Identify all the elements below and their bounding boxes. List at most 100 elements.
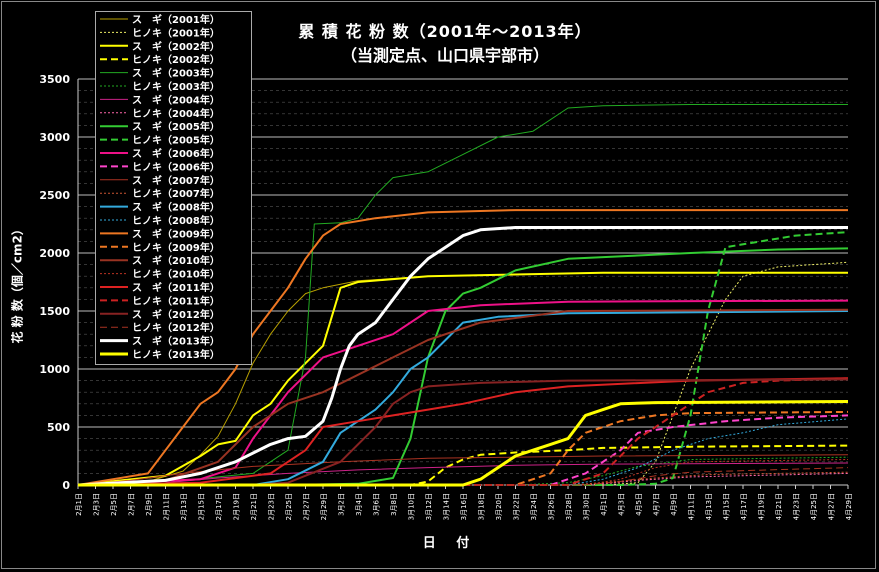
y-tick-label: 3000 bbox=[39, 131, 70, 144]
series-line-19 bbox=[77, 308, 849, 486]
y-tick-label: 3500 bbox=[39, 73, 70, 86]
series-line-23 bbox=[78, 378, 849, 486]
x-tick-label: 3月18日 bbox=[478, 493, 486, 520]
legend-entry: ス ギ（2011年） bbox=[100, 281, 220, 294]
legend-entry: ヒノキ（2012年） bbox=[100, 321, 220, 334]
legend-entry: ヒノキ（2009年） bbox=[100, 241, 220, 254]
legend-entry: ス ギ（2002年） bbox=[100, 40, 220, 53]
legend-entry: ヒノキ（2005年） bbox=[100, 134, 220, 147]
chart-subtitle: （当測定点、山口県宇部市） bbox=[340, 46, 549, 65]
legend-entry: ス ギ（2006年） bbox=[100, 147, 220, 160]
series-line-16 bbox=[78, 418, 849, 486]
x-tick-label: 3月4日 bbox=[355, 493, 363, 516]
legend-entry: ス ギ（2003年） bbox=[100, 67, 220, 80]
y-tick-label: 2000 bbox=[39, 247, 70, 260]
x-tick-label: 4月13日 bbox=[705, 493, 713, 520]
legend-entry: ス ギ（2013年） bbox=[100, 335, 220, 348]
legend-label: ス ギ（2012年） bbox=[132, 308, 220, 321]
x-tick-label: 4月19日 bbox=[758, 493, 766, 520]
x-tick-label: 4月9日 bbox=[670, 493, 678, 516]
legend-entry: ヒノキ（2004年） bbox=[100, 107, 220, 120]
legend-label: ヒノキ（2004年） bbox=[132, 107, 220, 120]
series-line-24 bbox=[78, 467, 849, 486]
x-tick-label: 2月27日 bbox=[303, 493, 311, 520]
x-tick-label: 4月15日 bbox=[723, 493, 731, 520]
legend-entry: ヒノキ（2001年） bbox=[100, 26, 220, 39]
x-tick-label: 3月6日 bbox=[373, 493, 381, 516]
x-tick-label: 3月8日 bbox=[390, 493, 398, 516]
legend-label: ス ギ（2005年） bbox=[132, 120, 220, 133]
legend-entry: ヒノキ（2008年） bbox=[100, 214, 220, 227]
series-line-13 bbox=[77, 454, 849, 486]
legend-entry: ス ギ（2001年） bbox=[100, 13, 220, 26]
legend-label: ヒノキ（2013年） bbox=[132, 348, 220, 361]
x-tick-label: 2月23日 bbox=[268, 493, 276, 520]
x-tick-label: 4月27日 bbox=[828, 493, 836, 520]
x-tick-label: 3月28日 bbox=[565, 493, 573, 520]
x-tick-label: 4月17日 bbox=[740, 493, 748, 520]
y-tick-label: 500 bbox=[47, 421, 70, 434]
x-tick-label: 3月30日 bbox=[583, 493, 591, 520]
legend-label: ス ギ（2004年） bbox=[132, 93, 220, 106]
chart-title: 累 積 花 粉 数（2001年～2013年） bbox=[298, 22, 592, 41]
legend-label: ス ギ（2001年） bbox=[132, 13, 220, 26]
legend-label: ス ギ（2006年） bbox=[132, 147, 220, 160]
x-tick-label: 2月13日 bbox=[180, 493, 188, 520]
y-tick-label: 0 bbox=[62, 479, 70, 492]
legend-entry: ヒノキ（2013年） bbox=[100, 348, 220, 361]
x-tick-label: 3月2日 bbox=[338, 493, 346, 516]
legend-label: ヒノキ（2008年） bbox=[132, 214, 220, 227]
series-line-20 bbox=[78, 459, 849, 486]
legend-label: ス ギ（2007年） bbox=[132, 174, 220, 187]
legend-entry: ス ギ（2009年） bbox=[100, 227, 220, 240]
x-tick-label: 2月9日 bbox=[145, 493, 153, 516]
legend-label: ス ギ（2011年） bbox=[132, 281, 220, 294]
x-tick-label: 2月21日 bbox=[250, 493, 258, 520]
series-line-10 bbox=[78, 231, 849, 486]
x-tick-label: 2月11日 bbox=[163, 493, 171, 520]
y-tick-label: 1000 bbox=[39, 363, 70, 376]
legend-label: ヒノキ（2001年） bbox=[132, 26, 220, 39]
series-line-7 bbox=[77, 462, 849, 486]
x-tick-label: 2月29日 bbox=[320, 493, 328, 520]
series-line-26 bbox=[78, 400, 849, 487]
legend-label: ス ギ（2008年） bbox=[132, 201, 220, 214]
x-tick-label: 3月24日 bbox=[530, 493, 538, 520]
x-tick-label: 2月7日 bbox=[128, 493, 136, 516]
y-tick-label: 2500 bbox=[39, 189, 70, 202]
x-tick-label: 2月25日 bbox=[285, 493, 293, 520]
x-tick-label: 4月25日 bbox=[810, 493, 818, 520]
legend-entry: ヒノキ（2007年） bbox=[100, 187, 220, 200]
x-tick-label: 3月14日 bbox=[443, 493, 451, 520]
legend-label: ヒノキ（2010年） bbox=[132, 268, 220, 281]
series-line-4 bbox=[78, 444, 849, 486]
legend-entry: ヒノキ（2010年） bbox=[100, 268, 220, 281]
legend-label: ヒノキ（2005年） bbox=[132, 134, 220, 147]
legend-label: ヒノキ（2007年） bbox=[132, 187, 220, 200]
x-tick-label: 3月26日 bbox=[548, 493, 556, 520]
y-tick-label: 1500 bbox=[39, 305, 70, 318]
series-line-17 bbox=[77, 209, 848, 486]
legend-entry: ス ギ（2005年） bbox=[100, 120, 220, 133]
legend-entry: ヒノキ（2003年） bbox=[100, 80, 220, 93]
legend-entry: ス ギ（2012年） bbox=[100, 308, 220, 321]
x-tick-label: 3月12日 bbox=[425, 493, 433, 520]
series-line-3 bbox=[77, 271, 848, 486]
series-line-21 bbox=[77, 377, 849, 486]
legend-entry: ヒノキ（2011年） bbox=[100, 294, 220, 307]
series-line-9 bbox=[78, 247, 849, 486]
x-tick-label: 2月3日 bbox=[93, 493, 101, 516]
x-tick-label: 2月17日 bbox=[215, 493, 223, 520]
legend-label: ス ギ（2002年） bbox=[132, 40, 220, 53]
legend-label: ス ギ（2013年） bbox=[132, 335, 220, 348]
legend-label: ヒノキ（2002年） bbox=[132, 53, 220, 66]
x-tick-label: 4月7日 bbox=[653, 493, 661, 516]
series-line-11 bbox=[77, 299, 849, 486]
legend-label: ヒノキ（2011年） bbox=[132, 294, 220, 307]
legend-label: ヒノキ（2003年） bbox=[132, 80, 220, 93]
series-line-25 bbox=[77, 226, 848, 487]
x-tick-label: 4月21日 bbox=[775, 493, 783, 520]
series-line-22 bbox=[78, 377, 849, 486]
legend-label: ヒノキ（2009年） bbox=[132, 241, 220, 254]
